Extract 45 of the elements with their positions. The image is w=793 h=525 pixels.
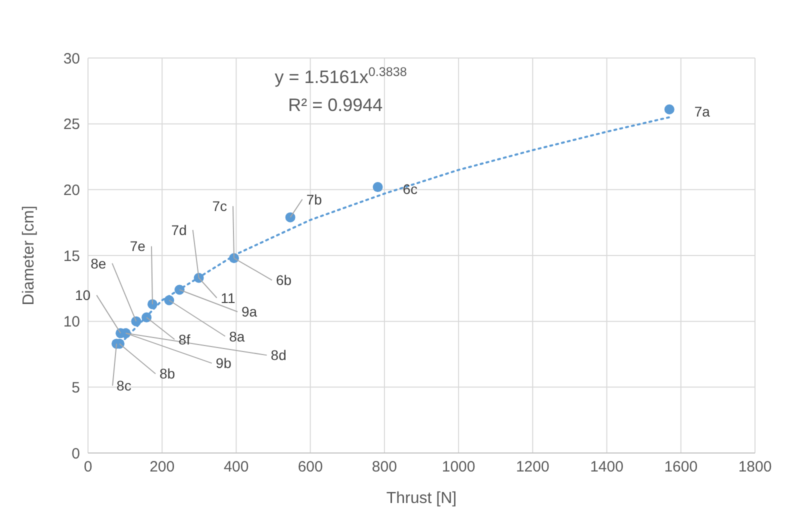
annotation: R² = 0.9944: [288, 95, 383, 115]
annotation: 8b: [159, 366, 176, 382]
point: [147, 299, 158, 310]
annotation: 8c: [116, 378, 132, 394]
x-tick-label: 1800: [738, 458, 772, 476]
point: [664, 104, 674, 114]
annotation: 8d: [270, 347, 286, 364]
annotation: 7d: [171, 222, 187, 238]
point: [131, 316, 142, 326]
annotation: 9a: [242, 304, 258, 320]
x-tick-label: 0: [84, 458, 92, 476]
point: [164, 295, 174, 306]
point: [142, 312, 152, 322]
y-tick-label: 30: [63, 50, 80, 68]
x-tick-label: 1200: [516, 458, 550, 476]
point: [372, 182, 383, 192]
annotation: 9b: [216, 355, 232, 372]
y-tick-label: 20: [63, 182, 80, 199]
x-tick-label: 1600: [664, 458, 698, 476]
x-tick-label: 200: [150, 458, 175, 476]
annotation: 7e: [130, 238, 146, 254]
x-axis-title: Thrust [N]: [386, 490, 457, 507]
point: [285, 212, 296, 222]
y-tick-label: 5: [72, 379, 80, 396]
annotation: 6c: [402, 181, 418, 198]
x-tick-label: 1400: [590, 458, 624, 476]
point: [174, 284, 185, 295]
annotation: 8a: [229, 328, 245, 344]
annotation: 6b: [276, 272, 292, 288]
annotation: 7c: [212, 198, 227, 214]
annotation: y = 1.5161x$^{0.3838}$: [274, 65, 407, 87]
x-tick-label: 400: [224, 458, 249, 476]
y-tick-label: 0: [72, 445, 80, 462]
y-tick-label: 15: [63, 248, 80, 265]
x-tick-label: 600: [298, 458, 323, 476]
annotation: 7a: [694, 103, 710, 120]
y-tick-label: 10: [63, 314, 80, 331]
x-tick-label: 800: [372, 458, 397, 476]
annotation: 8e: [90, 255, 106, 272]
annotation: 11: [220, 290, 236, 306]
annotation: 7b: [306, 191, 322, 208]
y-axis-title: Diameter [cm]: [20, 206, 38, 306]
x-tick-label: 1000: [442, 458, 476, 476]
annotation: 8f: [178, 331, 190, 348]
y-tick-label: 25: [63, 116, 80, 134]
